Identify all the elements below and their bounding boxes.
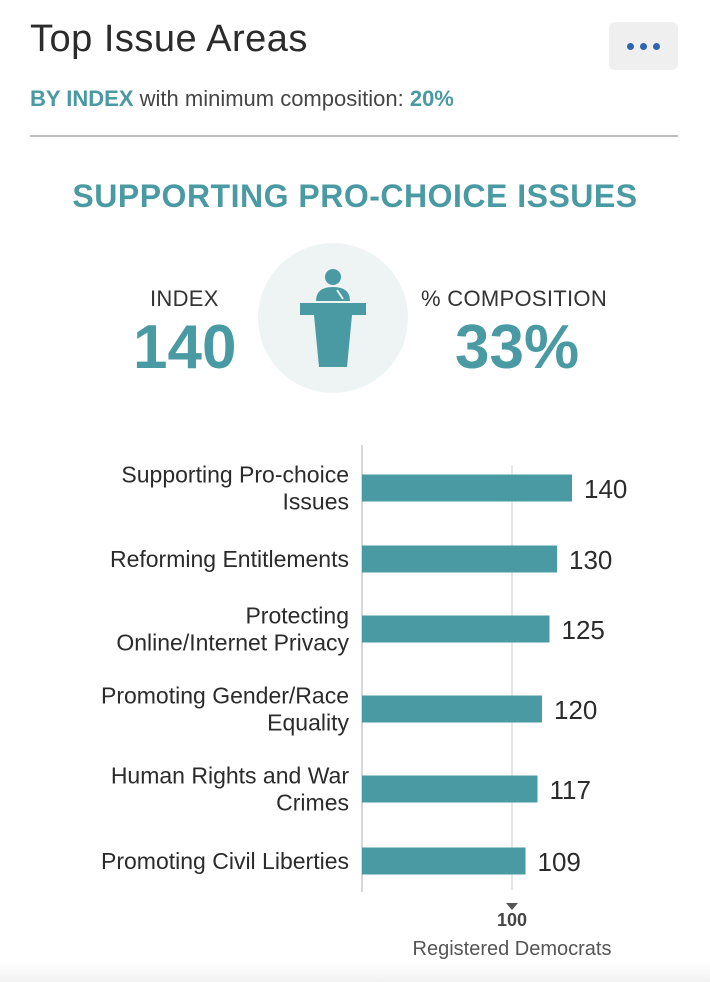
reference-marker-icon: [506, 903, 518, 910]
category-label: Equality: [267, 710, 349, 736]
bar[interactable]: [362, 545, 557, 573]
value-label: 117: [550, 775, 591, 805]
ellipsis-icon: [627, 42, 634, 50]
index-value: 140: [133, 313, 237, 382]
value-label: 120: [554, 695, 597, 725]
bar[interactable]: [362, 847, 526, 875]
category-label: Reforming Entitlements: [110, 546, 349, 572]
sort-by-label[interactable]: BY INDEX: [30, 86, 134, 111]
value-label: 125: [562, 615, 605, 645]
bar[interactable]: [362, 695, 542, 723]
category-label: Issues: [283, 489, 349, 515]
min-composition-value[interactable]: 20%: [409, 86, 454, 111]
category-label: Promoting Gender/Race: [101, 683, 349, 709]
index-label: INDEX: [150, 286, 219, 311]
section-title: SUPPORTING PRO-CHOICE ISSUES: [72, 178, 638, 214]
bar[interactable]: [362, 615, 550, 643]
divider: [30, 135, 678, 137]
more-options-button[interactable]: [609, 22, 678, 70]
category-label: Online/Internet Privacy: [116, 630, 349, 656]
category-label: Supporting Pro-choice: [121, 462, 349, 488]
value-label: 109: [538, 847, 581, 877]
category-label: Crimes: [276, 790, 349, 816]
ellipsis-icon: [640, 42, 647, 50]
category-label: Human Rights and War: [111, 763, 350, 789]
category-label: Promoting Civil Liberties: [101, 848, 349, 874]
composition-label: % COMPOSITION: [421, 286, 608, 311]
bar[interactable]: [362, 474, 572, 502]
reference-value-label: 100: [497, 910, 527, 930]
reference-caption: Registered Democrats: [413, 938, 612, 960]
value-label: 130: [569, 545, 612, 575]
subtitle-text: with minimum composition:: [133, 86, 410, 111]
value-label: 140: [584, 474, 627, 504]
composition-value: 33%: [455, 313, 580, 382]
ellipsis-icon: [653, 42, 660, 50]
category-label: Protecting: [245, 603, 349, 629]
subtitle: BY INDEX with minimum composition: 20%: [30, 86, 454, 112]
podium-speaker-icon: [258, 243, 408, 393]
bar[interactable]: [362, 775, 538, 803]
page-title: Top Issue Areas: [30, 18, 308, 60]
bottom-edge: [0, 962, 710, 982]
